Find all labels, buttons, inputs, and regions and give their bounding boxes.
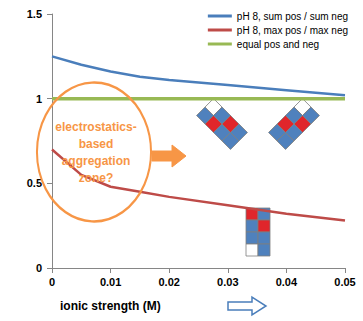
- svg-text:0: 0: [36, 262, 42, 274]
- svg-text:electrostatics-: electrostatics-: [55, 120, 136, 134]
- svg-text:pH 8, sum pos / sum neg: pH 8, sum pos / sum neg: [237, 11, 348, 22]
- svg-text:aggregation: aggregation: [62, 154, 131, 168]
- svg-text:0.05: 0.05: [334, 276, 355, 288]
- svg-text:1: 1: [36, 93, 42, 105]
- svg-text:zone?: zone?: [79, 171, 114, 185]
- svg-text:0.03: 0.03: [217, 276, 238, 288]
- svg-text:0.01: 0.01: [100, 276, 121, 288]
- svg-text:equal pos and neg: equal pos and neg: [237, 39, 319, 50]
- svg-text:0.5: 0.5: [27, 177, 42, 189]
- svg-text:ionic strength (M): ionic strength (M): [60, 299, 161, 313]
- svg-text:0.02: 0.02: [158, 276, 179, 288]
- svg-text:0.04: 0.04: [276, 276, 298, 288]
- svg-text:pH 8, max pos / max neg: pH 8, max pos / max neg: [237, 25, 348, 36]
- svg-text:1.5: 1.5: [27, 8, 42, 20]
- svg-text:based: based: [79, 137, 114, 151]
- svg-text:0: 0: [49, 276, 55, 288]
